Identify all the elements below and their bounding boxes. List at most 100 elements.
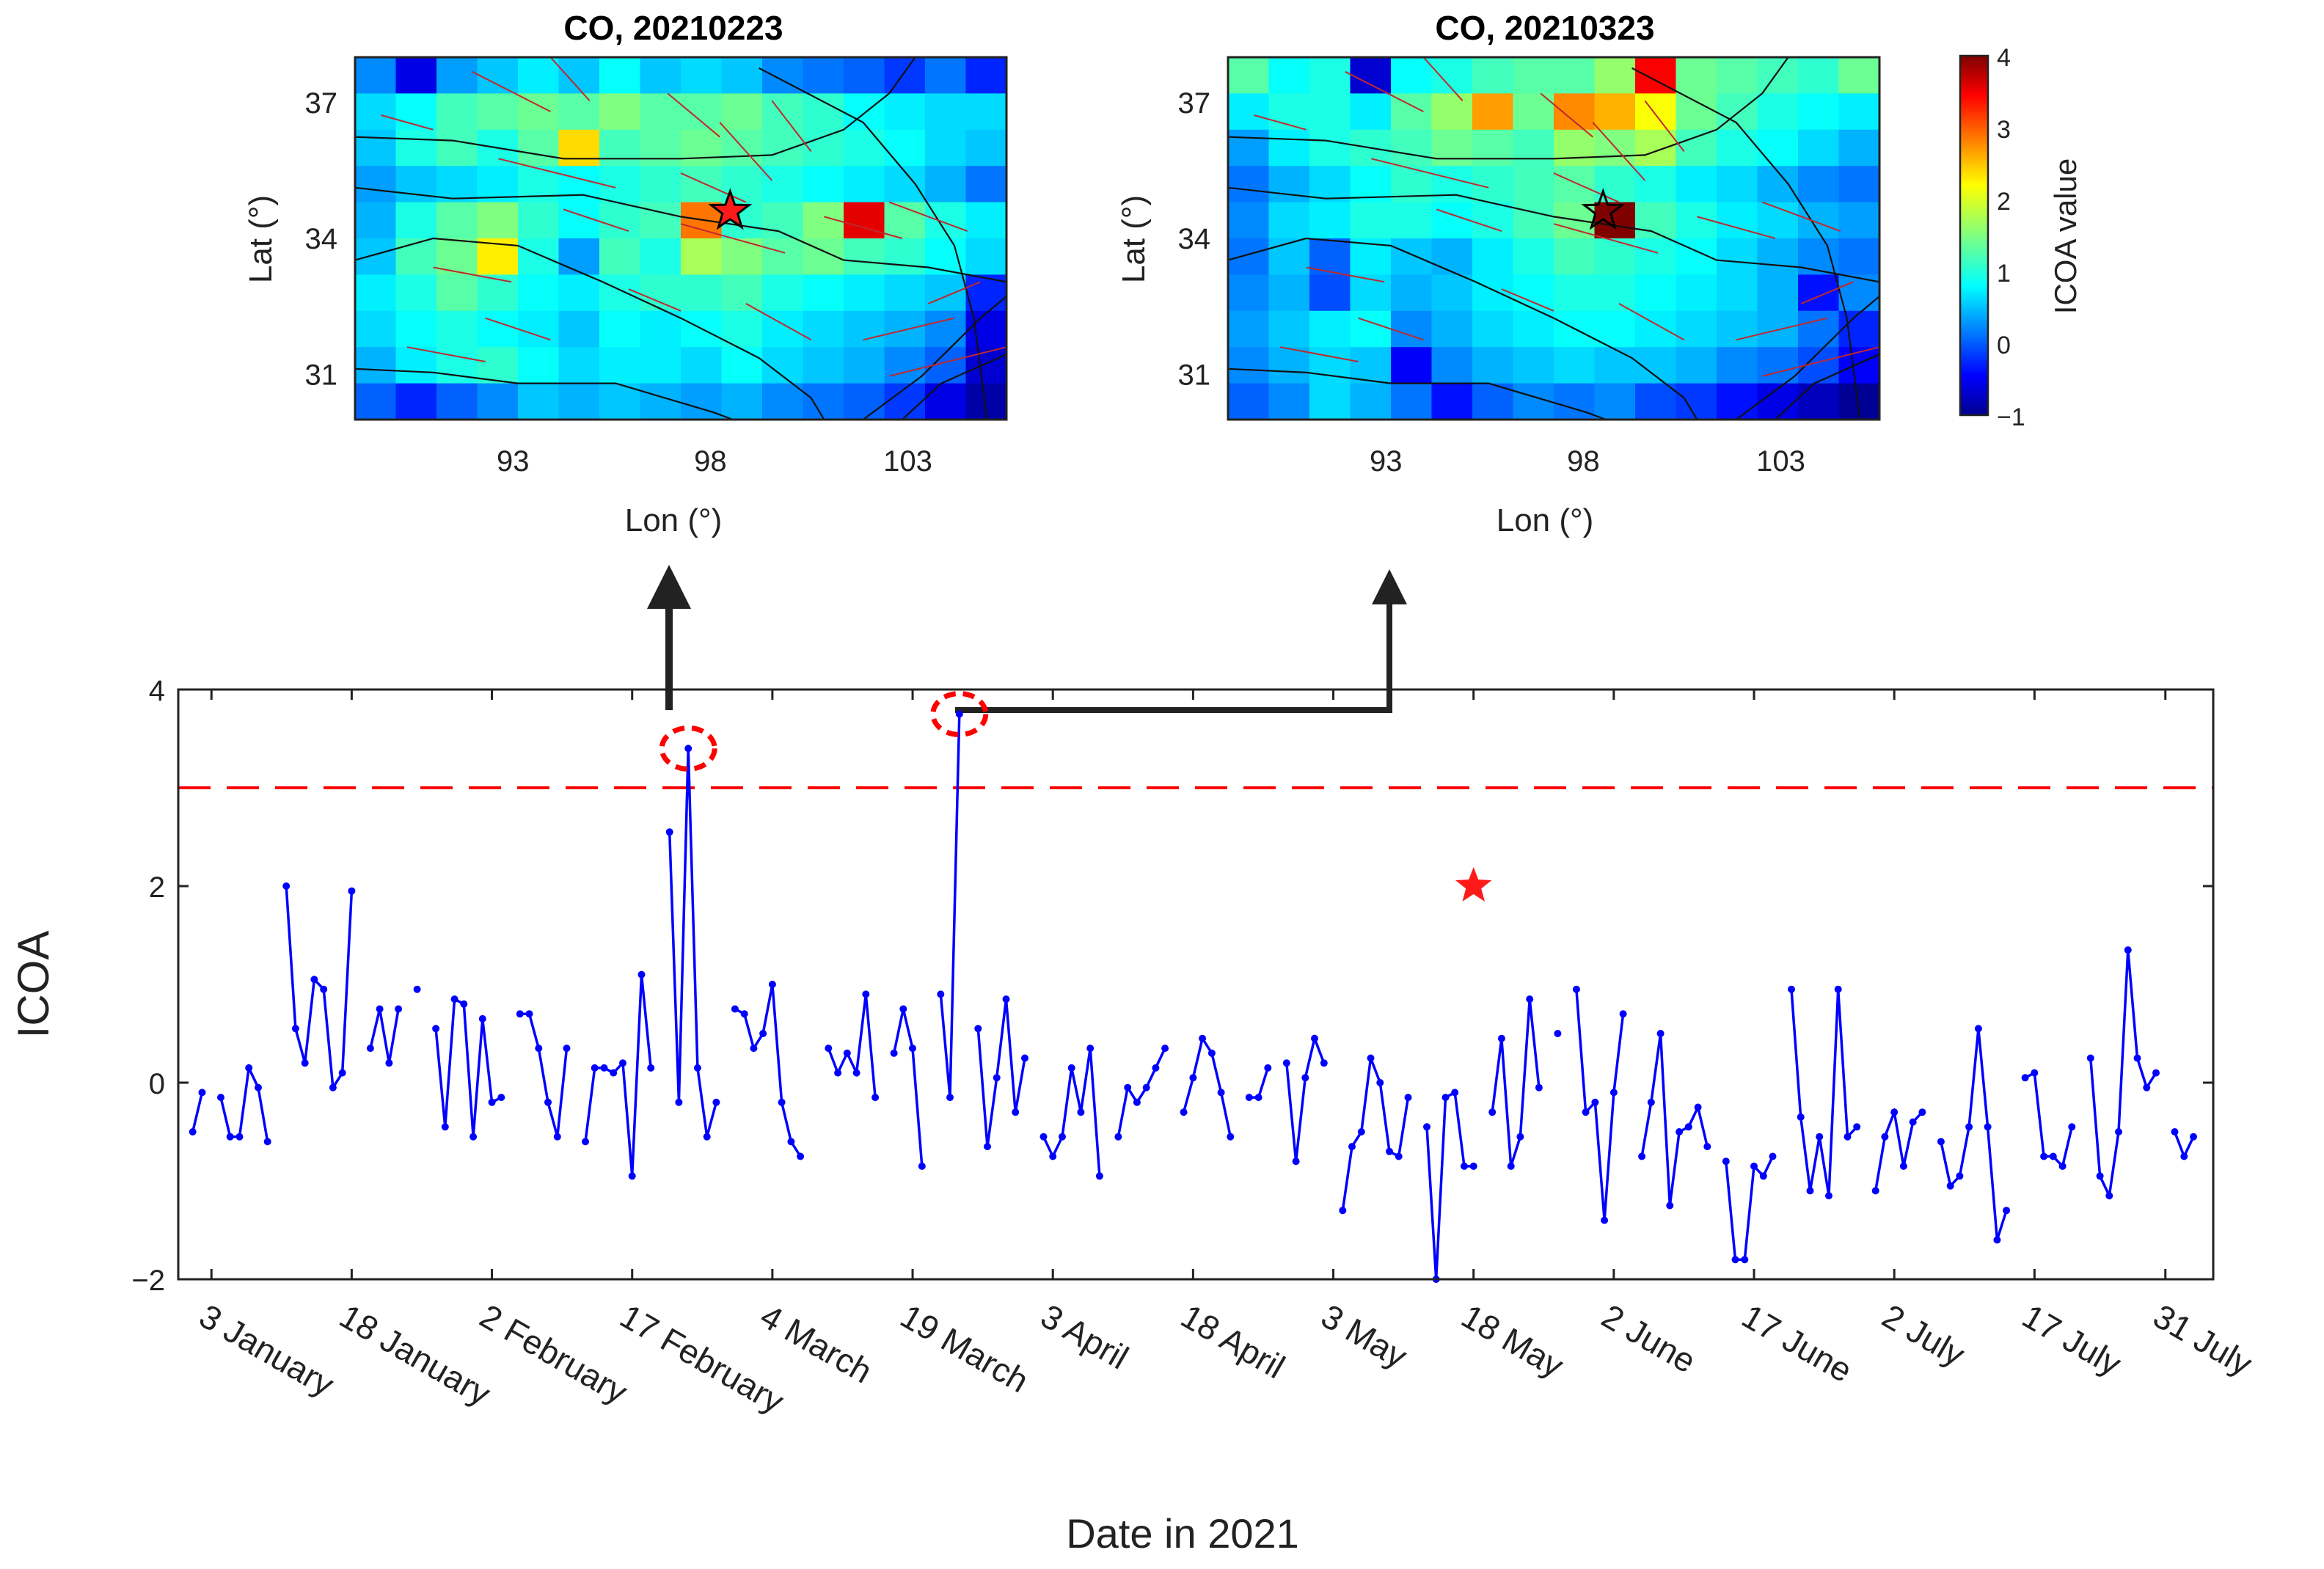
y-tick-label: 4 xyxy=(149,675,165,707)
heatmap-cell xyxy=(518,202,560,239)
data-point xyxy=(1871,1187,1879,1195)
x-axis-ticks: 3 January 18 January 2 February 17 Febru… xyxy=(193,1297,2259,1421)
data-point xyxy=(591,1064,599,1072)
heatmap-cell xyxy=(884,274,926,312)
heatmap-cell xyxy=(965,347,1007,384)
heatmap-cell xyxy=(1309,57,1351,94)
heatmap-cell xyxy=(1431,129,1473,167)
data-point xyxy=(600,1064,608,1072)
heatmap-cell xyxy=(965,310,1007,348)
heatmap-cell xyxy=(1635,93,1677,131)
heatmap-cell xyxy=(1676,347,1717,384)
heatmap-cell xyxy=(1268,274,1310,312)
heatmap-cell xyxy=(436,57,478,94)
data-point xyxy=(1012,1108,1020,1116)
data-point xyxy=(1582,1108,1590,1116)
data-point xyxy=(1451,1089,1459,1097)
data-point xyxy=(628,1172,636,1180)
fault-line-minor xyxy=(1761,201,1841,233)
x-tick-label: 17 July xyxy=(2016,1297,2127,1383)
heatmap-cell xyxy=(1594,57,1636,94)
fault-line-minor xyxy=(719,122,773,181)
data-point xyxy=(797,1152,805,1160)
heatmap-cell xyxy=(925,93,967,131)
fault-line-major xyxy=(354,237,825,420)
heatmap-cell xyxy=(1472,238,1514,275)
heatmap-cell xyxy=(477,383,519,420)
heatmap-cell xyxy=(1309,93,1351,131)
heatmap-cell xyxy=(1350,202,1392,239)
heatmap-cell xyxy=(355,202,397,239)
heatmap-cell xyxy=(1309,310,1351,348)
data-point xyxy=(1601,1216,1609,1224)
heatmap-cell xyxy=(518,347,560,384)
heatmap-cell xyxy=(640,57,682,94)
data-point xyxy=(2086,1054,2094,1062)
anomaly-circle xyxy=(930,691,989,737)
fault-line-minor xyxy=(1644,100,1685,153)
heatmap-cell xyxy=(1431,274,1473,312)
data-point xyxy=(712,1098,720,1106)
data-point xyxy=(759,1030,767,1037)
heatmap-cell xyxy=(681,238,723,275)
heatmap-cell xyxy=(1228,57,1270,94)
y-tick-label: 2 xyxy=(149,871,165,904)
heatmap-cell xyxy=(640,383,682,420)
data-point xyxy=(1526,995,1534,1003)
icoa-series-segment xyxy=(1425,1090,1474,1280)
data-point xyxy=(469,1133,478,1141)
y-axis-ticks: 37 34 31 xyxy=(305,87,338,391)
heatmap-cell xyxy=(844,202,885,239)
data-point xyxy=(665,828,673,836)
heatmap-cell xyxy=(1554,57,1596,94)
data-point xyxy=(1638,1152,1646,1160)
data-point xyxy=(1133,1098,1141,1106)
data-point xyxy=(1918,1108,1926,1116)
heatmap-cell xyxy=(1717,383,1758,420)
y-axis-label: ICOA xyxy=(9,931,58,1039)
fault-line-major xyxy=(759,67,988,420)
heatmap-frame xyxy=(354,56,1008,421)
data-point xyxy=(1441,1094,1450,1102)
x-tick-label: 98 xyxy=(1567,445,1600,478)
heatmap-cell xyxy=(1472,202,1514,239)
earthquake-star-marker xyxy=(1455,867,1492,901)
heatmap-cell xyxy=(681,129,723,167)
heatmap-cell xyxy=(1268,166,1310,203)
heatmap-cell xyxy=(1228,93,1270,131)
heatmap-cell xyxy=(1309,129,1351,167)
x-axis-ticks: 93 98 103 xyxy=(497,445,932,478)
heatmap-cell xyxy=(640,129,682,167)
heatmap-cell xyxy=(1717,202,1758,239)
data-point xyxy=(441,1123,449,1131)
colorbar-tick-label: −1 xyxy=(1997,403,2025,431)
data-point xyxy=(1554,1030,1562,1037)
heatmap-cell xyxy=(1391,238,1433,275)
data-point xyxy=(1656,1030,1665,1037)
icoa-series-segment xyxy=(1640,1033,1709,1206)
y-tick-label: 0 xyxy=(149,1068,165,1100)
heatmap-cell xyxy=(721,238,763,275)
heatmap-cell xyxy=(884,93,926,131)
colorbar: 4 3 2 1 0 −1 ICOA value xyxy=(1959,44,2083,431)
data-point xyxy=(1292,1157,1300,1166)
heatmap-cell xyxy=(477,310,519,348)
y-axis-ticks: 37 34 31 xyxy=(1178,87,1211,391)
heatmap-cell xyxy=(1391,347,1433,384)
heatmap-cell xyxy=(803,274,844,312)
data-point xyxy=(348,887,356,895)
fault-line-major xyxy=(1227,56,1789,160)
icoa-series-segment xyxy=(191,1091,204,1133)
heatmap-cell xyxy=(1513,129,1554,167)
data-point xyxy=(984,1143,991,1151)
heatmap-cell xyxy=(599,310,641,348)
data-point xyxy=(516,1010,524,1018)
heatmap-cell xyxy=(965,166,1007,203)
data-point xyxy=(834,1069,842,1077)
data-point xyxy=(693,1064,701,1072)
fault-line-minor xyxy=(1345,70,1424,112)
fault-line-minor xyxy=(563,208,629,233)
heatmap-cell xyxy=(599,347,641,384)
data-point xyxy=(1890,1108,1899,1116)
heatmap-cell xyxy=(965,238,1007,275)
